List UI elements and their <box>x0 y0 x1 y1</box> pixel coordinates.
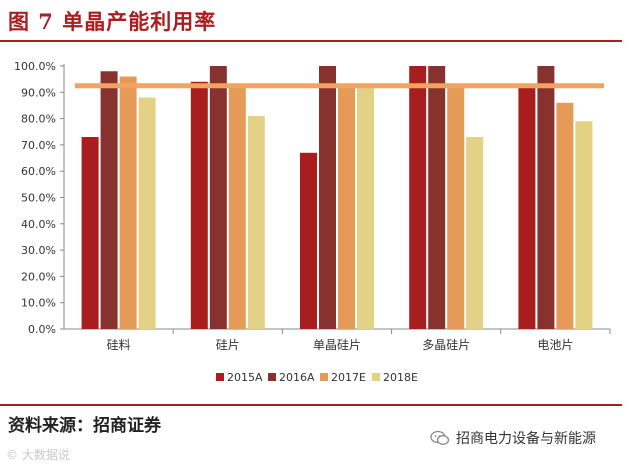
y-tick-label: 50.0% <box>21 192 56 205</box>
bar <box>247 115 265 329</box>
bar <box>447 87 465 329</box>
bar <box>409 66 427 329</box>
wechat-account: 招商电力设备与新能源 <box>430 428 596 448</box>
x-tick-label: 单晶硅片 <box>313 338 361 352</box>
chart-title: 图 7 单晶产能利用率 <box>8 9 217 34</box>
bar <box>209 66 227 329</box>
legend-label: 2015A <box>227 371 263 384</box>
y-tick-label: 80.0% <box>21 113 56 126</box>
legend-label: 2016A <box>279 371 315 384</box>
bar <box>556 102 574 329</box>
title-divider <box>0 40 622 42</box>
x-tick-label: 硅片 <box>216 338 240 352</box>
bar <box>537 66 555 329</box>
wechat-account-name: 招商电力设备与新能源 <box>456 431 596 447</box>
bar <box>138 97 156 329</box>
legend-label: 2018E <box>383 371 418 384</box>
watermark: © 大数据说 <box>6 448 70 462</box>
bar <box>518 87 536 329</box>
bar <box>100 71 118 329</box>
legend-swatch <box>320 373 328 381</box>
y-tick-label: 40.0% <box>21 218 56 231</box>
y-tick-label: 20.0% <box>21 270 56 283</box>
bar <box>466 137 484 329</box>
bar <box>119 76 137 329</box>
bar <box>190 81 208 329</box>
legend-swatch <box>216 373 224 381</box>
y-tick-label: 0.0% <box>28 323 56 336</box>
y-tick-label: 90.0% <box>21 86 56 99</box>
y-tick-label: 10.0% <box>21 297 56 310</box>
x-tick-label: 电池片 <box>537 338 573 352</box>
bar <box>357 87 374 329</box>
bar <box>319 66 336 329</box>
x-tick-label: 硅料 <box>107 338 131 352</box>
y-tick-label: 30.0% <box>21 244 56 257</box>
y-tick-label: 70.0% <box>21 139 56 152</box>
bar-chart: 0.0% 10.0% 20.0% 30.0% 40.0% 50.0% 60.0% 70.0% 8… <box>14 60 611 384</box>
bar <box>575 121 593 329</box>
bar <box>338 87 355 329</box>
bar <box>81 137 99 329</box>
y-tick-label: 60.0% <box>21 165 56 178</box>
bar <box>300 152 317 329</box>
wechat-icon <box>430 430 450 445</box>
legend-swatch <box>268 373 276 381</box>
footer-divider <box>0 404 622 406</box>
bar <box>228 87 246 329</box>
bar <box>428 66 446 329</box>
x-tick-label: 多晶硅片 <box>422 338 470 352</box>
legend-label: 2017E <box>331 371 366 384</box>
legend-swatch <box>372 373 380 381</box>
data-source: 资料来源：招商证券 <box>8 416 161 436</box>
y-tick-label: 100.0% <box>14 60 56 73</box>
